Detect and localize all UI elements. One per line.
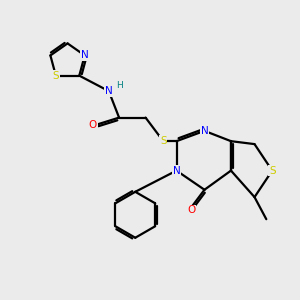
Text: S: S (269, 166, 275, 176)
Text: N: N (201, 126, 208, 136)
Text: O: O (187, 206, 195, 215)
Text: N: N (105, 86, 113, 96)
Text: O: O (88, 120, 97, 130)
Text: S: S (160, 136, 166, 146)
Text: N: N (81, 50, 88, 60)
Text: S: S (52, 71, 59, 81)
Text: H: H (117, 81, 123, 90)
Text: N: N (172, 166, 180, 176)
